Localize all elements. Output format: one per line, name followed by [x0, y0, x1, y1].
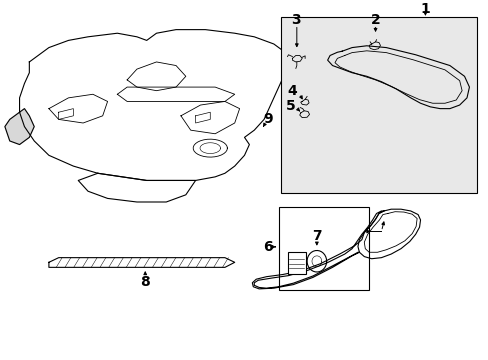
Bar: [278, 207, 368, 290]
Bar: [287, 252, 305, 274]
Text: 1: 1: [420, 2, 429, 16]
Text: 5: 5: [285, 99, 295, 113]
Text: 9: 9: [263, 112, 272, 126]
Bar: [281, 17, 476, 193]
Polygon shape: [5, 109, 34, 145]
Text: 6: 6: [262, 240, 272, 254]
Text: 8: 8: [140, 275, 150, 289]
Text: 2: 2: [370, 13, 380, 27]
Text: 7: 7: [311, 229, 321, 243]
Text: 3: 3: [290, 13, 300, 27]
Text: 4: 4: [287, 84, 297, 98]
